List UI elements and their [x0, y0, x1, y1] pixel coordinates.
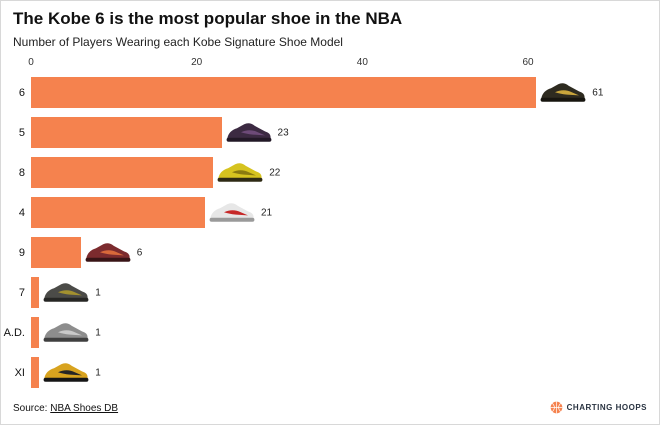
- bar-row: A.D. 1: [4, 313, 646, 353]
- bar-rows: 6 61 5 23 8 22 4 21 9 6 7 1 A.D. 1 XI 1: [4, 73, 646, 393]
- kobe-9-shoe-icon: [84, 240, 132, 266]
- category-label: 7: [18, 287, 25, 299]
- bar: [31, 157, 214, 188]
- category-label: XI: [14, 367, 25, 379]
- kobe-8-shoe-icon: [216, 160, 264, 186]
- bar: [31, 317, 40, 348]
- bar: [31, 197, 205, 228]
- value-label: 6: [136, 247, 143, 259]
- bar: [31, 237, 81, 268]
- category-label: 4: [18, 207, 25, 219]
- x-tick-label: 20: [191, 57, 203, 68]
- kobe-7-shoe-icon: [42, 280, 90, 306]
- x-axis: 0 20 40 60: [28, 57, 646, 71]
- basketball-icon: [550, 401, 563, 414]
- value-label: 21: [260, 207, 273, 219]
- kobe-5-shoe-icon: [225, 120, 273, 146]
- bar: [31, 357, 40, 388]
- chart-title: The Kobe 6 is the most popular shoe in t…: [13, 9, 403, 28]
- value-label: 1: [95, 287, 101, 299]
- value-label: 22: [269, 167, 281, 179]
- value-label: 61: [592, 87, 604, 99]
- bar: [31, 117, 222, 148]
- value-label: 23: [277, 127, 289, 139]
- kobe-11-shoe-icon: [42, 360, 90, 386]
- x-tick-label: 60: [522, 57, 534, 68]
- category-label: 9: [18, 247, 25, 259]
- category-label: 6: [18, 87, 25, 99]
- chart-subtitle: Number of Players Wearing each Kobe Sign…: [13, 35, 343, 49]
- category-label: 8: [18, 167, 25, 179]
- source-link[interactable]: NBA Shoes DB: [50, 403, 119, 414]
- x-tick-label: 0: [28, 57, 34, 68]
- bar-row: 4 21: [19, 193, 646, 233]
- x-tick-label: 40: [356, 57, 368, 68]
- bar: [31, 277, 40, 308]
- bar-row: 8 22: [19, 153, 646, 193]
- value-label: 1: [95, 327, 101, 339]
- kobe-6-shoe-icon: [539, 80, 587, 106]
- brand-name: CHARTING HOOPS: [566, 403, 647, 412]
- brand-logo: CHARTING HOOPS: [550, 401, 647, 414]
- bar-row: XI 1: [15, 353, 646, 393]
- category-label: A.D.: [3, 327, 25, 339]
- source-note: Source: NBA Shoes DB: [13, 403, 118, 414]
- kobe-4-shoe-icon: [208, 200, 256, 226]
- kobe-ad-shoe-icon: [42, 320, 90, 346]
- bar-chart: 0 20 40 60 6 61 5 23 8 22 4 21 9 6 7 1 A.D. 1 XI 1: [4, 57, 646, 397]
- bar-row: 5 23: [19, 113, 646, 153]
- value-label: 1: [95, 367, 101, 379]
- category-label: 5: [18, 127, 25, 139]
- bar-row: 6 61: [19, 73, 646, 113]
- bar: [31, 77, 537, 108]
- source-prefix: Source:: [13, 403, 51, 414]
